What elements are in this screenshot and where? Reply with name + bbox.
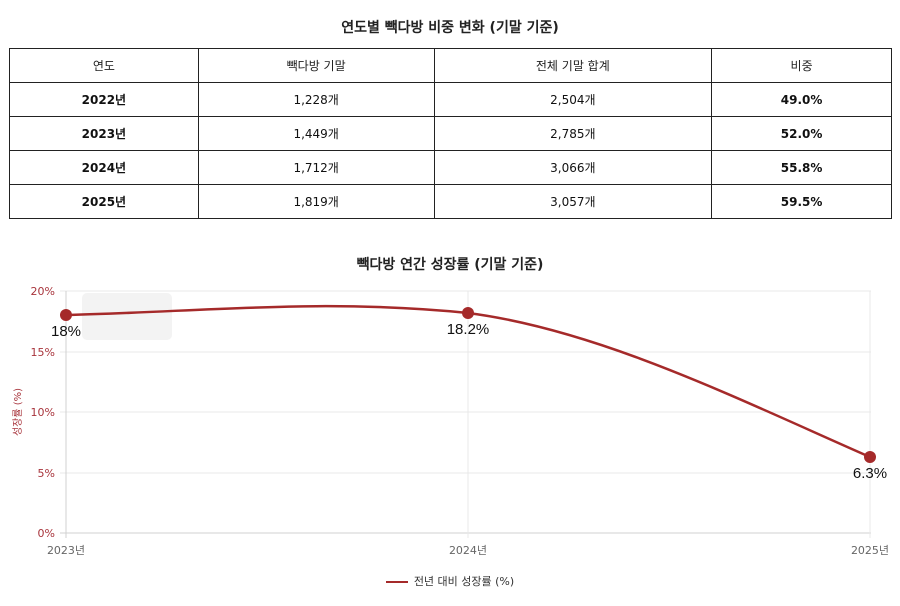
data-labels: 18% 18.2% 6.3% <box>51 321 887 482</box>
cell-paik-count: 1,449개 <box>197 116 435 151</box>
header-year: 연도 <box>9 48 199 83</box>
x-tick: 2025년 <box>851 544 889 557</box>
y-tick: 0% <box>38 527 55 540</box>
data-point[interactable] <box>462 307 474 319</box>
data-point[interactable] <box>864 451 876 463</box>
cell-year: 2022년 <box>9 82 199 117</box>
table-row: 2025년 1,819개 3,057개 59.5% <box>9 184 892 219</box>
y-axis-label: 성장률 (%) <box>12 388 24 436</box>
y-tick: 10% <box>31 406 55 419</box>
legend-label: 전년 대비 성장률 (%) <box>413 575 515 588</box>
share-table: 연도 빽다방 기말 전체 기말 합계 비중 2022년 1,228개 2,504… <box>9 48 892 219</box>
header-share: 비중 <box>711 48 892 83</box>
data-label: 6.3% <box>853 465 887 482</box>
cell-share: 59.5% <box>711 184 892 219</box>
data-label: 18% <box>51 323 81 340</box>
cell-year: 2025년 <box>9 184 199 219</box>
chart-legend[interactable]: 전년 대비 성장률 (%) <box>0 573 900 589</box>
x-tick: 2024년 <box>449 544 487 557</box>
cell-share: 49.0% <box>711 82 892 117</box>
tooltip-backdrop <box>82 293 172 340</box>
x-axis-ticks: 2023년 2024년 2025년 <box>47 544 889 557</box>
y-tick: 15% <box>31 346 55 359</box>
table-row: 2022년 1,228개 2,504개 49.0% <box>9 82 892 117</box>
header-paik-count: 빽다방 기말 <box>197 48 435 83</box>
data-point[interactable] <box>60 309 72 321</box>
cell-share: 55.8% <box>711 150 892 185</box>
data-label: 18.2% <box>447 321 490 338</box>
table-header-row: 연도 빽다방 기말 전체 기말 합계 비중 <box>9 48 892 83</box>
legend-line-icon <box>385 581 408 583</box>
grid-lines <box>60 290 871 538</box>
chart-title: 빽다방 연간 성장률 (기말 기준) <box>356 257 544 273</box>
y-tick: 20% <box>31 285 55 298</box>
data-points <box>60 307 876 463</box>
cell-share: 52.0% <box>711 116 892 151</box>
x-tick: 2023년 <box>47 544 85 557</box>
y-axis-ticks: 20% 15% 10% 5% 0% <box>31 285 55 540</box>
cell-total-count: 2,504개 <box>433 82 713 117</box>
cell-total-count: 3,057개 <box>433 184 713 219</box>
table-title: 연도별 빽다방 비중 변화 (기말 기준) <box>341 20 559 36</box>
cell-total-count: 2,785개 <box>433 116 713 151</box>
y-tick: 5% <box>38 467 55 480</box>
cell-paik-count: 1,819개 <box>197 184 435 219</box>
header-total-count: 전체 기말 합계 <box>433 48 713 83</box>
cell-paik-count: 1,712개 <box>197 150 435 185</box>
